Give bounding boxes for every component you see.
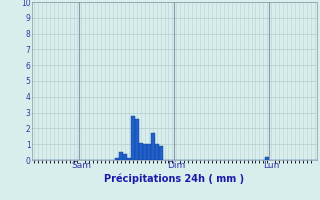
Bar xyxy=(127,158,131,160)
Bar xyxy=(131,116,135,160)
Bar xyxy=(159,146,163,160)
Bar xyxy=(151,133,155,160)
Bar xyxy=(143,144,147,160)
X-axis label: Précipitations 24h ( mm ): Précipitations 24h ( mm ) xyxy=(104,173,244,184)
Bar xyxy=(123,154,127,160)
Bar xyxy=(115,158,119,160)
Bar xyxy=(147,144,151,160)
Bar xyxy=(265,157,269,160)
Bar xyxy=(135,119,139,160)
Bar xyxy=(139,143,143,160)
Bar xyxy=(155,144,159,160)
Bar xyxy=(119,152,123,160)
